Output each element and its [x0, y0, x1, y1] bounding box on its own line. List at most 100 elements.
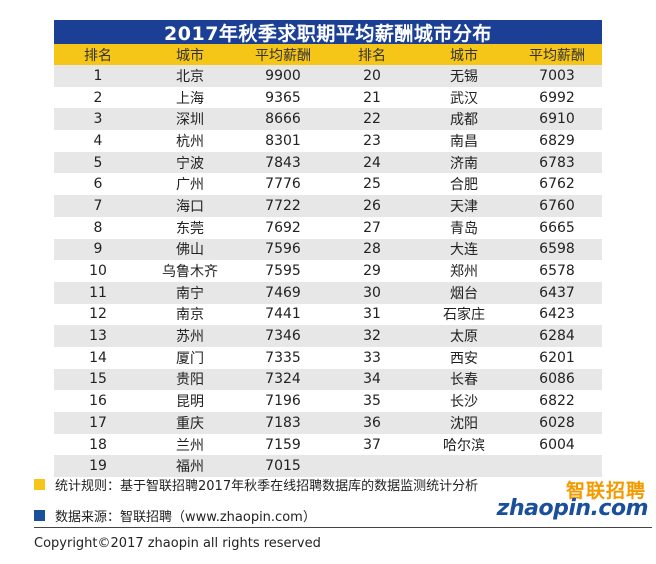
cell-city-2: 大连: [450, 242, 478, 259]
cell-rank-2: 28: [363, 241, 381, 258]
cell-salary-2: 6201: [539, 349, 575, 366]
cell-salary-2: 6822: [539, 393, 575, 410]
cell-rank: 17: [89, 414, 107, 431]
cell-rank-2: 24: [363, 154, 381, 171]
cell-salary-2: 6578: [539, 263, 575, 280]
cell-rank-2: 32: [363, 328, 381, 345]
table-row: 8 东莞 7692 27 青岛 6665: [54, 216, 602, 239]
cell-rank: 14: [89, 349, 107, 366]
yellow-square-icon: [34, 478, 45, 490]
cell-city-2: 武汉: [450, 90, 478, 107]
cell-rank-2: 26: [363, 197, 381, 214]
note-rule-text: 统计规则：基于智联招聘2017年秋季在线招聘数据库的数据监测统计分析: [55, 478, 479, 494]
table-row: 9 佛山 7596 28 大连 6598: [54, 238, 602, 261]
note-rule: 统计规则：基于智联招聘2017年秋季在线招聘数据库的数据监测统计分析: [34, 473, 514, 495]
cell-salary: 7722: [265, 197, 301, 214]
cell-salary-2: 6783: [539, 154, 575, 171]
cell-city: 海口: [176, 198, 204, 215]
table-row: 15 贵阳 7324 34 长春 6086: [54, 368, 602, 391]
cell-city: 北京: [176, 68, 204, 85]
cell-rank: 5: [93, 154, 103, 171]
cell-salary: 7196: [265, 393, 301, 410]
cell-city-2: 石家庄: [443, 307, 485, 324]
cell-salary: 8666: [265, 111, 301, 128]
cell-city: 兰州: [176, 437, 204, 454]
cell-salary: 7692: [265, 219, 301, 236]
cell-city: 广州: [176, 177, 204, 194]
cell-salary: 7596: [265, 241, 301, 258]
header-city: 城市: [176, 47, 204, 64]
header-rank: 排名: [84, 47, 112, 64]
cell-city: 福州: [176, 459, 204, 476]
cell-rank: 9: [93, 241, 103, 258]
cell-rank: 6: [93, 176, 103, 193]
cell-salary-2: [512, 455, 602, 477]
notes: 统计规则：基于智联招聘2017年秋季在线招聘数据库的数据监测统计分析 数据来源：…: [34, 473, 514, 535]
table-row: 16 昆明 7196 35 长沙 6822: [54, 390, 602, 412]
note-source: 数据来源：智联招聘（www.zhaopin.com）: [34, 504, 514, 526]
cell-rank: 13: [89, 328, 107, 345]
cell-salary-2: 7003: [539, 67, 575, 84]
cell-rank: 18: [89, 436, 107, 453]
table-row: 13 苏州 7346 32 太原 6284: [54, 325, 602, 347]
cell-salary: 7183: [265, 414, 301, 431]
cell-city-2: 长沙: [450, 394, 478, 411]
cell-salary-2: 6086: [539, 371, 575, 388]
cell-rank-2: 36: [363, 414, 381, 431]
cell-salary: 7159: [265, 436, 301, 453]
cell-salary: 7776: [265, 176, 301, 193]
cell-rank: 15: [89, 371, 107, 388]
cell-salary: 7441: [265, 306, 301, 323]
cell-salary: 7324: [265, 371, 301, 388]
cell-rank-2: 20: [363, 67, 381, 84]
cell-salary-2: 6028: [539, 414, 575, 431]
cell-city: 厦门: [176, 350, 204, 367]
cell-rank: 7: [93, 197, 103, 214]
cell-rank-2: 30: [363, 284, 381, 301]
table-row: 10 乌鲁木齐 7595 29 郑州 6578: [54, 260, 602, 282]
blue-square-icon: [34, 509, 45, 521]
cell-salary: 7346: [265, 328, 301, 345]
cell-salary-2: 6598: [539, 241, 575, 258]
cell-city-2: 太原: [450, 329, 478, 346]
cell-salary-2: 6762: [539, 176, 575, 193]
cell-rank: 16: [89, 393, 107, 410]
cell-city-2: 成都: [450, 112, 478, 129]
zhaopin-logo: 智联招聘 zhaopin.com: [497, 476, 650, 524]
cell-rank-2: 21: [363, 89, 381, 106]
cell-city-2: 沈阳: [450, 415, 478, 432]
table-row: 7 海口 7722 26 天津 6760: [54, 195, 602, 217]
cell-rank: 4: [93, 132, 103, 149]
table-row: 3 深圳 8666 22 成都 6910: [54, 108, 602, 131]
logo-en-text: zhaopin.com: [496, 496, 649, 521]
cell-rank-2: 35: [363, 393, 381, 410]
cell-salary: 7015: [265, 458, 301, 475]
cell-rank: 19: [89, 458, 107, 475]
cell-city-2: 郑州: [450, 264, 478, 281]
cell-city-2: 青岛: [450, 220, 478, 237]
table-row: 4 杭州 8301 23 南昌 6829: [54, 130, 602, 152]
table-row: 19 福州 7015: [54, 455, 602, 478]
cell-salary: 7335: [265, 349, 301, 366]
cell-city: 昆明: [176, 394, 204, 411]
table-row: 2 上海 9365 21 武汉 6992: [54, 86, 602, 109]
cell-city: 南宁: [176, 285, 204, 302]
cell-city-2: 天津: [450, 198, 478, 215]
cell-rank-2: 23: [363, 132, 381, 149]
header-city-2: 城市: [450, 47, 478, 64]
table-row: 14 厦门 7335 33 西安 6201: [54, 346, 602, 369]
cell-city: 深圳: [176, 112, 204, 129]
table-row: 18 兰州 7159 37 哈尔滨 6004: [54, 433, 602, 456]
cell-city: 重庆: [176, 415, 204, 432]
cell-city-2: 烟台: [450, 285, 478, 302]
cell-city: 佛山: [176, 242, 204, 259]
table-row: 12 南京 7441 31 石家庄 6423: [54, 303, 602, 326]
cell-salary: 8301: [265, 132, 301, 149]
cell-city-2: 无锡: [450, 68, 478, 85]
cell-salary: 9900: [265, 67, 301, 84]
table-row: 6 广州 7776 25 合肥 6762: [54, 173, 602, 196]
cell-city: 贵阳: [176, 372, 204, 389]
cell-salary: 7595: [265, 263, 301, 280]
cell-salary-2: 6284: [539, 328, 575, 345]
cell-city: 宁波: [176, 155, 204, 172]
